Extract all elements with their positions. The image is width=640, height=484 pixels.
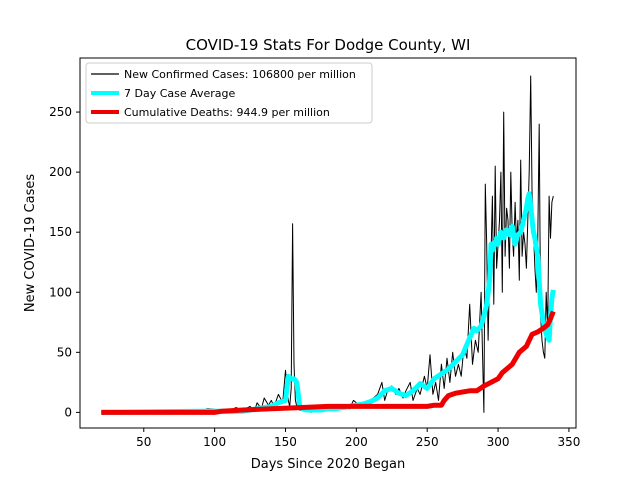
legend: New Confirmed Cases: 106800 per million … <box>85 62 373 124</box>
series-7-day-average-line <box>101 191 556 415</box>
series-cumulative-deaths-line <box>101 310 556 415</box>
y-axis-label: New COVID-19 Cases <box>23 174 38 312</box>
y-tick-label: 100 <box>49 285 72 299</box>
chart-title: COVID-19 Stats For Dodge County, WI <box>186 36 471 54</box>
plot-frame <box>79 57 577 429</box>
x-axis-ticks: 50 100 150 200 250 300 350 <box>136 428 580 449</box>
y-tick-label: 50 <box>57 345 72 359</box>
y-tick-label: 250 <box>49 105 72 119</box>
series-new-cases-line <box>101 75 554 413</box>
x-tick-label: 250 <box>416 435 439 449</box>
x-tick-label: 50 <box>136 435 151 449</box>
x-tick-label: 300 <box>487 435 510 449</box>
legend-label-7-day-average: 7 Day Case Average <box>124 87 236 100</box>
x-tick-label: 150 <box>274 435 297 449</box>
legend-box <box>85 62 373 124</box>
legend-label-new-cases: New Confirmed Cases: 106800 per million <box>124 68 356 81</box>
x-axis-label: Days Since 2020 Began <box>251 457 406 472</box>
y-axis-ticks: 0 50 100 150 200 250 <box>49 105 80 419</box>
x-tick-label: 350 <box>557 435 580 449</box>
y-tick-label: 150 <box>49 225 72 239</box>
x-tick-label: 200 <box>345 435 368 449</box>
y-tick-label: 0 <box>64 405 72 419</box>
legend-label-cumulative-deaths: Cumulative Deaths: 944.9 per million <box>124 106 330 119</box>
y-tick-label: 200 <box>49 165 72 179</box>
x-tick-label: 100 <box>203 435 226 449</box>
